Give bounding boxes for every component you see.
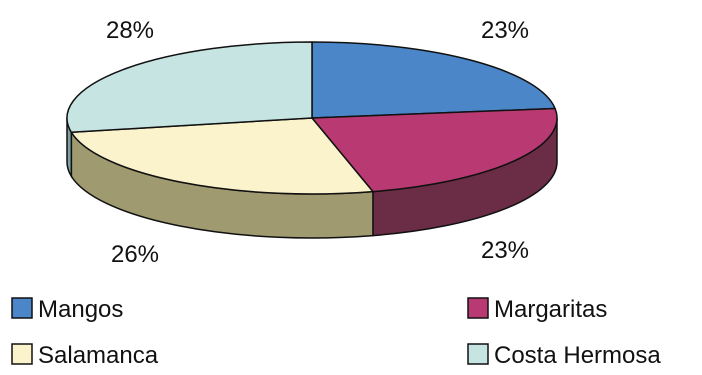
data-label-costa-hermosa: 28% xyxy=(106,17,154,44)
legend-label: Salamanca xyxy=(38,342,159,369)
legend-swatch xyxy=(11,297,33,319)
legend: Mangos Margaritas Salamanca Costa Hermosa xyxy=(11,296,661,369)
pie-slice-costa-hermosa xyxy=(66,41,313,133)
pie-slice-salamanca xyxy=(70,117,374,195)
legend-item-mangos: Mangos xyxy=(11,296,123,323)
legend-swatch xyxy=(467,343,489,365)
legend-item-salamanca: Salamanca xyxy=(11,342,159,369)
pie-top xyxy=(66,41,558,195)
legend-label: Mangos xyxy=(38,296,123,323)
legend-swatch xyxy=(11,343,33,365)
pie-slice-margaritas xyxy=(311,107,558,193)
legend-item-costa-hermosa: Costa Hermosa xyxy=(467,342,661,369)
data-label-salamanca: 26% xyxy=(111,241,159,268)
legend-label: Costa Hermosa xyxy=(494,342,661,369)
pie-labels: 23% 23% 26% 28% xyxy=(106,17,529,268)
data-label-margaritas: 23% xyxy=(481,237,529,264)
legend-label: Margaritas xyxy=(494,296,607,323)
legend-swatch xyxy=(467,297,489,319)
pie-slice-mangos xyxy=(311,41,556,119)
data-label-mangos: 23% xyxy=(481,17,529,44)
legend-item-margaritas: Margaritas xyxy=(467,296,607,323)
